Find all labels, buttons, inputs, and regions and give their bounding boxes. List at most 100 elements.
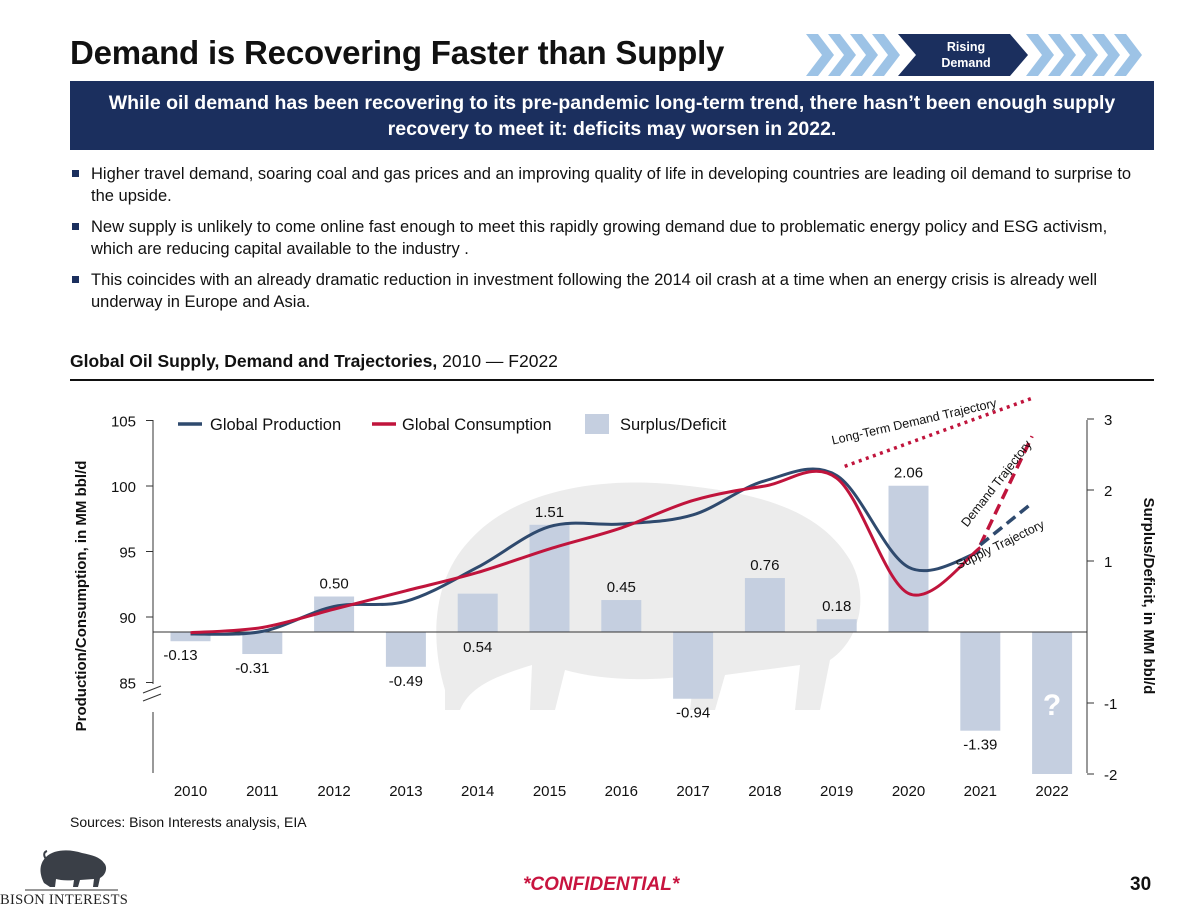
surplus-deficit-bar — [960, 632, 1001, 731]
bar-value-label: 0.54 — [463, 639, 492, 656]
legend-label: Global Consumption — [402, 416, 552, 434]
bar-value-label: -0.31 — [235, 660, 269, 677]
chevron-arrow-icon — [806, 34, 834, 76]
chevron-arrow-icon — [872, 34, 900, 76]
left-axis-tick-label: 105 — [111, 414, 136, 431]
x-axis-tick-label: 2019 — [820, 783, 853, 800]
confidential-label: *CONFIDENTIAL* — [523, 874, 680, 895]
x-axis-tick-label: 2020 — [892, 783, 925, 800]
legend-swatch — [585, 414, 609, 434]
chart-title-bold: Global Oil Supply, Demand and Trajectori… — [70, 351, 438, 371]
chevron-arrow-icon — [1026, 34, 1054, 76]
bullet-text: Higher travel demand, soaring coal and g… — [91, 165, 1132, 205]
left-axis-title: Production/Consumption, in MM bbl/d — [73, 461, 90, 732]
right-axis-tick-label: 1 — [1104, 554, 1112, 571]
surplus-deficit-bar — [242, 632, 283, 655]
bullet-square-icon — [72, 276, 79, 283]
right-axis-tick-label: 2 — [1104, 483, 1112, 500]
trajectory-label: Demand Trajectory — [958, 437, 1035, 529]
surplus-deficit-bar — [744, 578, 785, 632]
bison-logo-icon — [25, 850, 118, 891]
x-axis-tick-label: 2015 — [533, 783, 566, 800]
bar-value-label: -0.13 — [163, 647, 197, 664]
surplus-deficit-bar — [601, 600, 642, 632]
chart-title-rule — [70, 379, 1154, 381]
bar-value-label: 0.76 — [750, 557, 779, 574]
bar-value-label: 2.06 — [894, 465, 923, 482]
bar-value-label: 1.51 — [535, 504, 564, 521]
right-axis-title: Surplus/Deficit, in MM bbl/d — [1140, 498, 1157, 695]
surplus-deficit-bar — [385, 632, 426, 667]
x-axis-tick-label: 2010 — [174, 783, 207, 800]
stage-chevron-active — [898, 34, 1028, 76]
x-axis-tick-label: 2022 — [1035, 783, 1068, 800]
x-axis-tick-label: 2016 — [605, 783, 638, 800]
series-line-global-production — [190, 467, 981, 636]
bullet-text: This coincides with an already dramatic … — [91, 271, 1098, 311]
bar-value-label: 0.50 — [319, 576, 348, 593]
trajectory-line — [978, 435, 1034, 546]
chevron-arrow-icon — [1070, 34, 1098, 76]
chart-title: Global Oil Supply, Demand and Trajectori… — [70, 351, 558, 372]
bullet-square-icon — [72, 170, 79, 177]
oil-supply-demand-chart: 85 90 95 100 105 3 2 1 -1 -2 Production/Consumptio… — [73, 396, 1157, 800]
trajectory-line — [979, 501, 1034, 547]
left-axis-tick-label: 85 — [119, 676, 136, 693]
bullet-text: New supply is unlikely to come online fa… — [91, 218, 1108, 258]
surplus-deficit-bar — [529, 524, 570, 632]
surplus-deficit-bar — [888, 485, 929, 632]
chart-legend: Global Production Global Consumption Surpl… — [178, 414, 727, 434]
x-axis-tick-label: 2018 — [748, 783, 781, 800]
stage-label-line2: Demand — [941, 56, 990, 70]
bullet-item: New supply is unlikely to come online fa… — [70, 216, 1150, 260]
left-axis-tick-label: 90 — [119, 610, 136, 627]
surplus-deficit-bar — [673, 632, 714, 699]
left-axis-tick-label: 95 — [119, 545, 136, 562]
right-axis-tick-label: 3 — [1104, 412, 1112, 429]
chevron-progress-icon — [806, 34, 900, 76]
bar-value-label: -1.39 — [963, 737, 997, 754]
bullet-item: This coincides with an already dramatic … — [70, 269, 1150, 313]
chart-title-range: 2010 — F2022 — [437, 351, 558, 371]
page-number: 30 — [1130, 874, 1152, 895]
x-axis-tick-label: 2014 — [461, 783, 494, 800]
left-axis-tick-label: 100 — [111, 479, 136, 496]
chevron-arrow-icon — [828, 34, 856, 76]
chevron-arrow-icon — [850, 34, 878, 76]
axis-break-mark — [142, 693, 162, 702]
bullet-list: Higher travel demand, soaring coal and g… — [70, 163, 1150, 322]
surplus-deficit-bar — [457, 593, 498, 632]
bar-value-label: 0.18 — [822, 598, 851, 615]
stage-chevrons: Rising Demand — [806, 34, 1142, 76]
trajectory-line — [844, 396, 1033, 468]
chevron-progress-icon — [1026, 34, 1142, 76]
bar-value-label: -0.49 — [389, 673, 423, 690]
sources-note: Sources: Bison Interests analysis, EIA — [70, 814, 307, 830]
chevron-arrow-icon — [1048, 34, 1076, 76]
x-axis-tick-label: 2012 — [317, 783, 350, 800]
chevron-arrow-icon — [1114, 34, 1142, 76]
x-axis-tick-label: 2011 — [246, 783, 278, 800]
page-title: Demand is Recovering Faster than Supply — [70, 34, 725, 71]
bar-value-label: ? — [1043, 689, 1061, 722]
x-axis-tick-label: 2021 — [964, 783, 997, 800]
bar-value-label: -0.94 — [676, 705, 710, 722]
right-axis-tick-label: -2 — [1104, 767, 1117, 784]
legend-label: Surplus/Deficit — [620, 416, 727, 434]
stage-label-line1: Rising — [947, 40, 985, 54]
surplus-deficit-bar — [1032, 632, 1073, 774]
logo-text: BISON INTERESTS — [0, 892, 129, 908]
axis-break-mark — [142, 685, 162, 694]
surplus-deficit-bar — [816, 619, 857, 632]
series-line-global-consumption — [190, 469, 982, 635]
surplus-deficit-bar — [170, 632, 211, 642]
bullet-square-icon — [72, 223, 79, 230]
bar-value-label: 0.45 — [607, 579, 636, 596]
right-axis-tick-label: -1 — [1104, 696, 1117, 713]
trajectory-label: Long-Term Demand Trajectory — [830, 396, 998, 448]
x-axis-tick-label: 2013 — [389, 783, 422, 800]
legend-label: Global Production — [210, 416, 341, 434]
bullet-item: Higher travel demand, soaring coal and g… — [70, 163, 1150, 207]
summary-banner: While oil demand has been recovering to … — [70, 81, 1154, 150]
x-axis-tick-label: 2017 — [676, 783, 709, 800]
